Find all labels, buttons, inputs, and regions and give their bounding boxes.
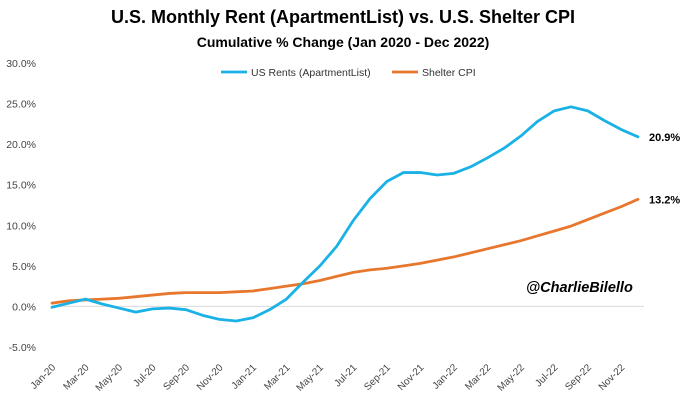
y-tick-label: 10.0% — [6, 220, 36, 232]
x-tick-label: Jan-20 — [29, 362, 59, 392]
end-labels: 20.9% 13.2% — [649, 132, 680, 206]
series-lines — [50, 105, 640, 323]
x-tick-label: Jan-21 — [230, 362, 260, 392]
x-tick-label: Jul-21 — [332, 362, 359, 389]
x-tick-label: Sep-21 — [362, 362, 393, 393]
x-tick-label: May-22 — [496, 362, 528, 394]
y-tick-label: 15.0% — [6, 180, 36, 192]
legend-label: Shelter CPI — [422, 67, 476, 79]
x-tick-label: Jul-20 — [132, 362, 159, 389]
y-tick-label: 20.0% — [6, 139, 36, 151]
x-tick-label: Nov-21 — [396, 362, 427, 393]
x-tick-label: Mar-20 — [61, 362, 91, 392]
y-tick-label: 25.0% — [6, 99, 36, 111]
y-tick-label: -5.0% — [9, 342, 36, 354]
series-line-shelter-cpi — [50, 197, 640, 305]
x-tick-label: Nov-20 — [195, 362, 226, 393]
x-tick-label: Jul-22 — [533, 362, 560, 389]
y-tick-label: 30.0% — [6, 58, 36, 70]
y-tick-label: 5.0% — [12, 261, 36, 273]
series-line-us-rents-apartmentlist — [50, 105, 640, 323]
x-tick-label: Nov-22 — [597, 362, 628, 393]
watermark-annotation: @CharlieBilello — [526, 280, 633, 296]
x-tick-label: Mar-21 — [262, 362, 292, 392]
y-axis: -5.0% 0.0% 5.0% 10.0% 15.0% 20.0% 25.0% 30.0% — [6, 58, 36, 354]
x-tick-label: May-20 — [94, 362, 126, 394]
x-tick-label: Sep-22 — [563, 362, 594, 393]
end-label-value: 20.9% — [649, 132, 680, 144]
legend: US Rents (ApartmentList) Shelter CPI — [221, 67, 476, 79]
y-tick-label: 0.0% — [12, 301, 36, 313]
end-label-value: 13.2% — [649, 194, 680, 206]
x-axis: Jan-20 Mar-20 May-20 Jul-20 Sep-20 Nov-20 Jan-… — [29, 362, 628, 394]
x-tick-label: May-21 — [295, 362, 327, 394]
legend-label: US Rents (ApartmentList) — [251, 67, 371, 79]
chart-title: U.S. Monthly Rent (ApartmentList) vs. U.… — [110, 7, 576, 27]
x-tick-label: Jan-22 — [431, 362, 461, 392]
x-tick-label: Mar-22 — [463, 362, 493, 392]
x-tick-label: Sep-20 — [161, 362, 192, 393]
chart-subtitle: Cumulative % Change (Jan 2020 - Dec 2022… — [196, 34, 490, 50]
